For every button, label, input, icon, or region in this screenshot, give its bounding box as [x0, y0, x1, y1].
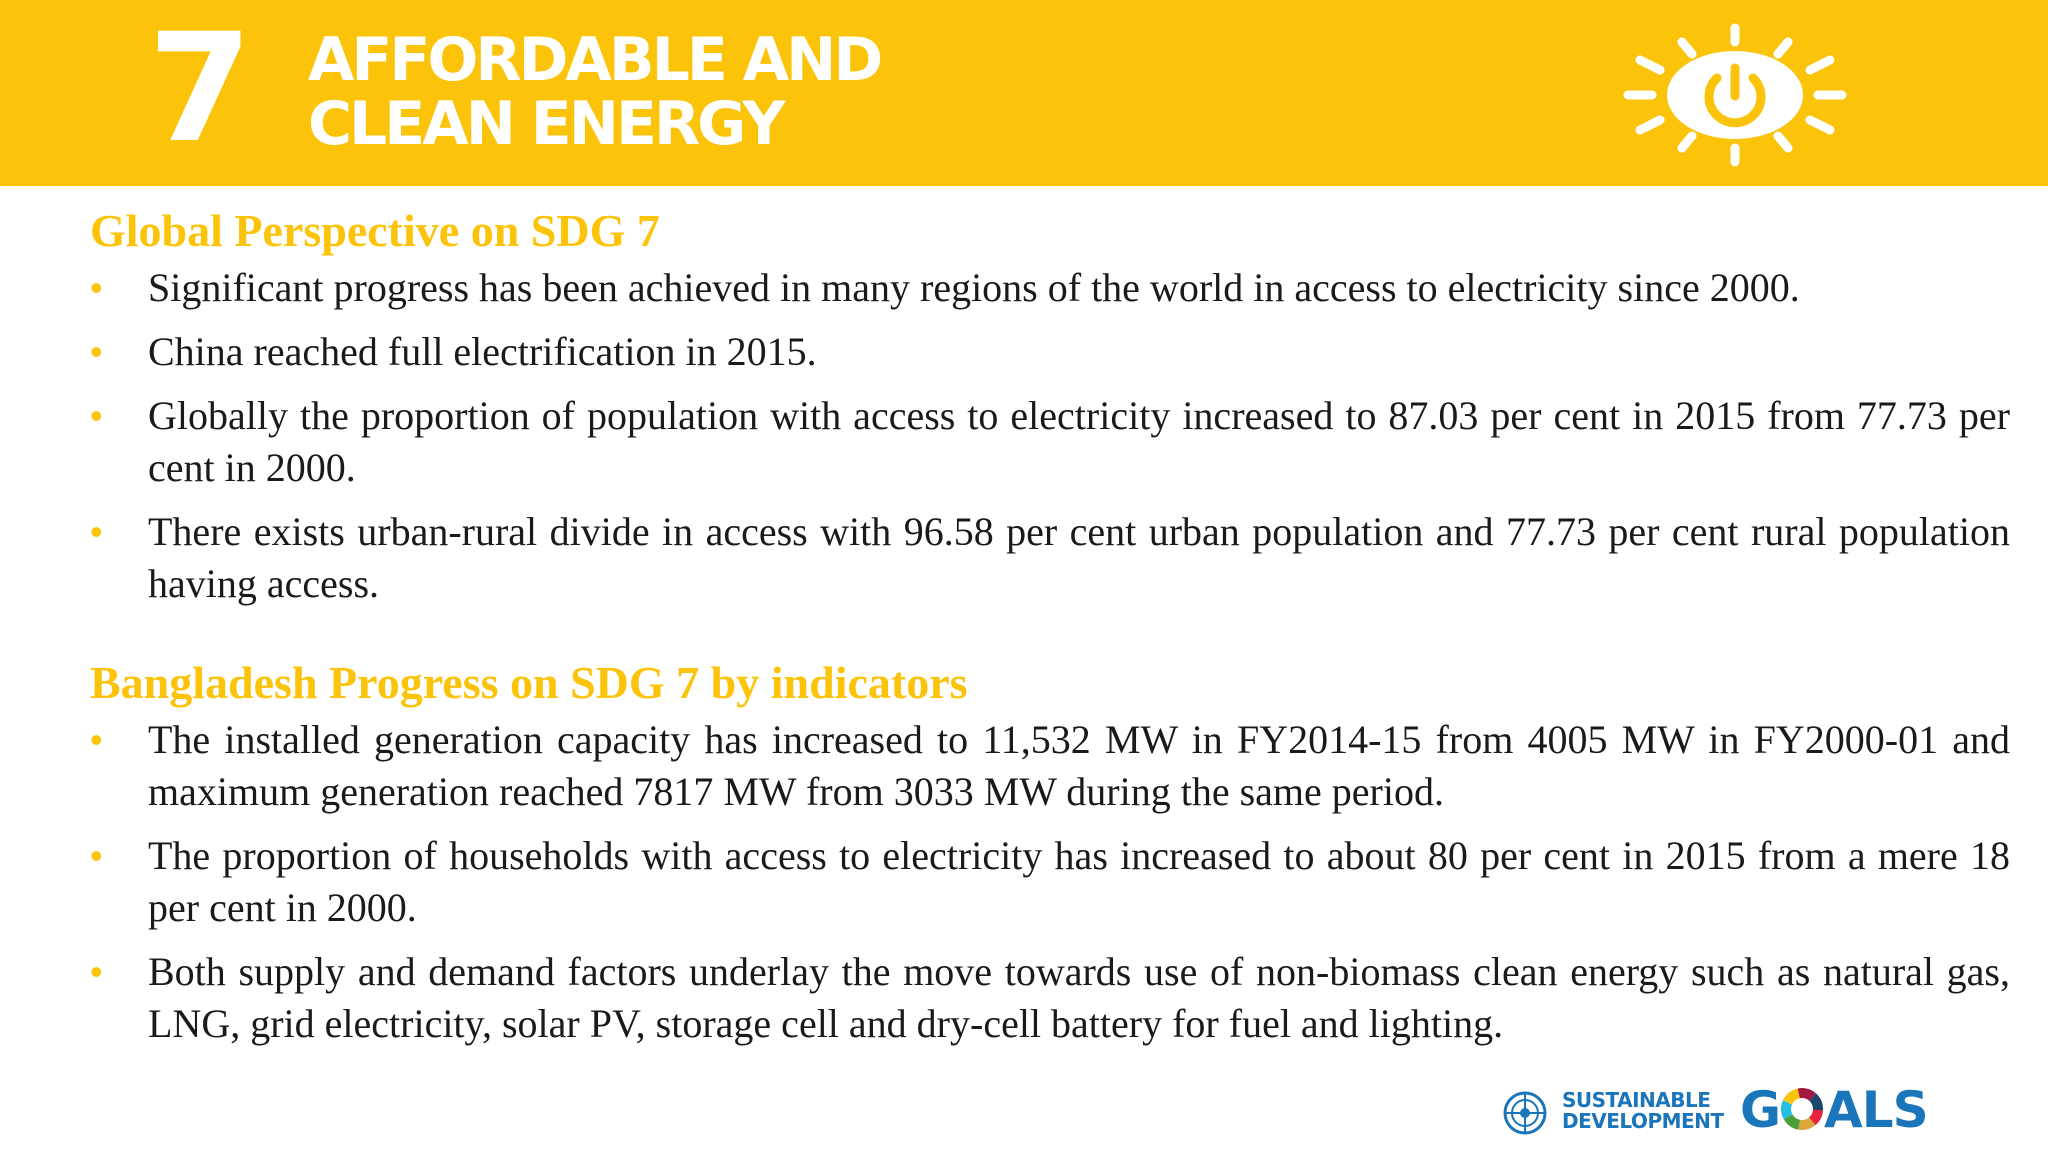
section-heading-bangladesh: Bangladesh Progress on SDG 7 by indicato…: [90, 657, 968, 708]
goal-title-line2: CLEAN ENERGY: [308, 89, 786, 159]
un-emblem-icon: [1503, 1091, 1547, 1135]
logo-line-sustainable: SUSTAINABLE: [1562, 1088, 1711, 1112]
bullet-icon: •: [90, 511, 103, 552]
sdg-wheel-icon: [1781, 1088, 1824, 1130]
bullet-icon: •: [90, 719, 103, 760]
header-banner: 7 AFFORDABLE AND CLEAN ENERGY: [0, 0, 2048, 186]
bullet-list-global: • Significant progress has been achieved …: [90, 262, 2010, 610]
section-heading-global: Global Perspective on SDG 7: [90, 205, 660, 256]
sun-power-icon: [1623, 23, 1847, 167]
logo-line-development: DEVELOPMENT: [1562, 1109, 1724, 1133]
list-item: • There exists urban-rural divide in acce…: [90, 506, 2010, 610]
sdg-logo: SUSTAINABLE DEVELOPMENT G ALS: [1500, 1082, 1950, 1138]
list-item: • Globally the proportion of population w…: [90, 390, 2010, 494]
goal-number: 7: [148, 2, 252, 176]
bullet-icon: •: [90, 267, 103, 308]
list-item: • Both supply and demand factors underlay…: [90, 946, 2010, 1050]
logo-goals: G ALS: [1740, 1081, 1929, 1139]
goal-title: AFFORDABLE AND CLEAN ENERGY: [308, 25, 883, 159]
bullet-icon: •: [90, 951, 103, 992]
list-item: • China reached full electrification in 2…: [90, 326, 2010, 378]
goal-title-line1: AFFORDABLE AND: [308, 25, 883, 95]
bullet-icon: •: [90, 835, 103, 876]
bullet-icon: •: [90, 331, 103, 372]
bullet-list-bangladesh: • The installed generation capacity has i…: [90, 714, 2010, 1050]
list-item: • Significant progress has been achieved …: [90, 262, 2010, 314]
list-item: • The installed generation capacity has i…: [90, 714, 2010, 818]
content: Global Perspective on SDG 7 • Significant…: [90, 200, 2010, 1062]
logo-text-small: SUSTAINABLE DEVELOPMENT: [1562, 1090, 1724, 1132]
bullet-icon: •: [90, 395, 103, 436]
list-item: • The proportion of households with acces…: [90, 830, 2010, 934]
